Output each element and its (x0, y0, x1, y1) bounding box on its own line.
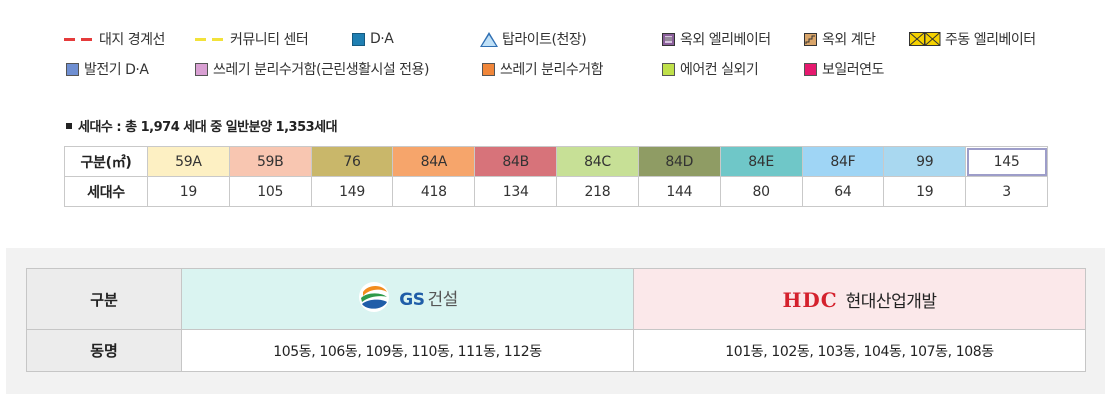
legend-boiler-flue: 보일러연도 (804, 58, 884, 80)
builder-buildings-row: 동명 105동, 106동, 109동, 110동, 111동, 112동 10… (26, 329, 1086, 372)
hdc-company-name: 현대산업개발 (845, 291, 937, 312)
gs-builder-header: GS 건설 (181, 268, 634, 330)
unit-count-cell: 218 (556, 176, 639, 207)
gs-logo-icon (359, 282, 390, 312)
unit-count-cell: 105 (228, 176, 312, 207)
unit-type-cell: 84A (392, 146, 476, 177)
unit-count-cell: 3 (965, 176, 1048, 207)
unit-type-table: 구분(㎡) 59A 59B 76 84A 84B 84C 84D 84E 84F 99 145 세대… (64, 146, 1048, 207)
unit-count-cell: 149 (310, 176, 394, 207)
unit-count-cell: 19 (147, 176, 230, 207)
legend-generator-da: 발전기 D·A (66, 58, 149, 80)
unit-type-cell: 84D (637, 146, 721, 177)
legend-outdoor-elevator: 옥외 엘리베이터 (662, 28, 771, 50)
red-dashed-line-icon (64, 37, 92, 41)
unit-type-cell: 76 (310, 146, 394, 177)
legend: 대지 경계선 커뮤니티 센터 D·A 탑라이트(천장) 옥외 엘리베이터 (64, 28, 1084, 88)
legend-outdoor-stairs: 옥외 계단 (804, 28, 876, 50)
blue-square-icon (352, 32, 365, 46)
gs-company-name: 건설 (427, 289, 458, 310)
hdc-buildings: 101동, 102동, 103동, 104동, 107동, 108동 (633, 329, 1086, 372)
unit-type-cell: 59A (147, 146, 230, 177)
legend-community-center: 커뮤니티 센터 (195, 28, 309, 50)
unit-count-cell: 19 (883, 176, 967, 207)
unit-type-cell: 59B (228, 146, 312, 177)
gs-logo-text: GS (399, 289, 425, 310)
pink-square-icon (195, 62, 208, 76)
builder-header-row: 구분 GS 건설 HDC 현대산업개발 (26, 268, 1086, 330)
orange-square-icon (482, 62, 495, 76)
legend-recycling: 쓰레기 분리수거함 (482, 58, 604, 80)
legend-site-boundary: 대지 경계선 (64, 28, 165, 50)
unit-count-cell: 134 (474, 176, 558, 207)
legend-recycling-retail: 쓰레기 분리수거함(근린생활시설 전용) (195, 58, 429, 80)
unit-type-cell: 84B (474, 146, 558, 177)
unit-type-cell: 84F (801, 146, 885, 177)
legend-row-1: 대지 경계선 커뮤니티 센터 D·A 탑라이트(천장) 옥외 엘리베이터 (64, 28, 1084, 58)
unit-type-cell: 99 (883, 146, 967, 177)
unit-count-row: 세대수 19 105 149 418 134 218 144 80 64 19 3 (64, 176, 1048, 207)
count-header: 세대수 (64, 176, 148, 207)
unit-count-cell: 80 (719, 176, 803, 207)
builder-table: 구분 GS 건설 HDC 현대산업개발 동명 105동, 106동, 109동, 1 (26, 268, 1086, 372)
builder-panel: 구분 GS 건설 HDC 현대산업개발 동명 105동, 106동, 109동, 1 (6, 248, 1105, 394)
unit-count-cell: 418 (392, 176, 476, 207)
buildings-header: 동명 (26, 329, 182, 372)
unit-type-cell: 84E (719, 146, 803, 177)
outdoor-stairs-icon (804, 32, 817, 46)
outdoor-elevator-icon (662, 32, 675, 46)
category-header: 구분 (26, 268, 182, 330)
bullet-icon (66, 122, 72, 129)
hdc-builder-header: HDC 현대산업개발 (633, 268, 1086, 330)
unit-count-cell: 144 (637, 176, 721, 207)
gs-brand: GS 건설 (357, 280, 458, 314)
periwinkle-square-icon (66, 62, 79, 76)
legend-ac-outdoor-unit: 에어컨 실외기 (662, 58, 759, 80)
legend-main-elevator: 주동 엘리베이터 (909, 28, 1036, 50)
legend-da: D·A (352, 28, 394, 50)
hdc-logo-text: HDC (782, 287, 838, 312)
legend-row-2: 발전기 D·A 쓰레기 분리수거함(근린생활시설 전용) 쓰레기 분리수거함 에… (64, 58, 1084, 88)
triangle-icon (480, 31, 498, 47)
magenta-square-icon (804, 62, 817, 76)
legend-toplight: 탑라이트(천장) (480, 28, 587, 50)
type-header: 구분(㎡) (64, 146, 148, 177)
lime-square-icon (662, 62, 675, 76)
unit-type-cell: 84C (556, 146, 639, 177)
unit-type-row: 구분(㎡) 59A 59B 76 84A 84B 84C 84D 84E 84F 99 145 (64, 146, 1048, 177)
gs-buildings: 105동, 106동, 109동, 110동, 111동, 112동 (181, 329, 634, 372)
main-elevator-icon (909, 32, 941, 46)
yellow-dashed-line-icon (195, 37, 223, 41)
household-summary: 세대수 : 총 1,974 세대 중 일반분양 1,353세대 (66, 116, 338, 135)
unit-count-cell: 64 (801, 176, 885, 207)
unit-type-cell: 145 (965, 146, 1048, 177)
